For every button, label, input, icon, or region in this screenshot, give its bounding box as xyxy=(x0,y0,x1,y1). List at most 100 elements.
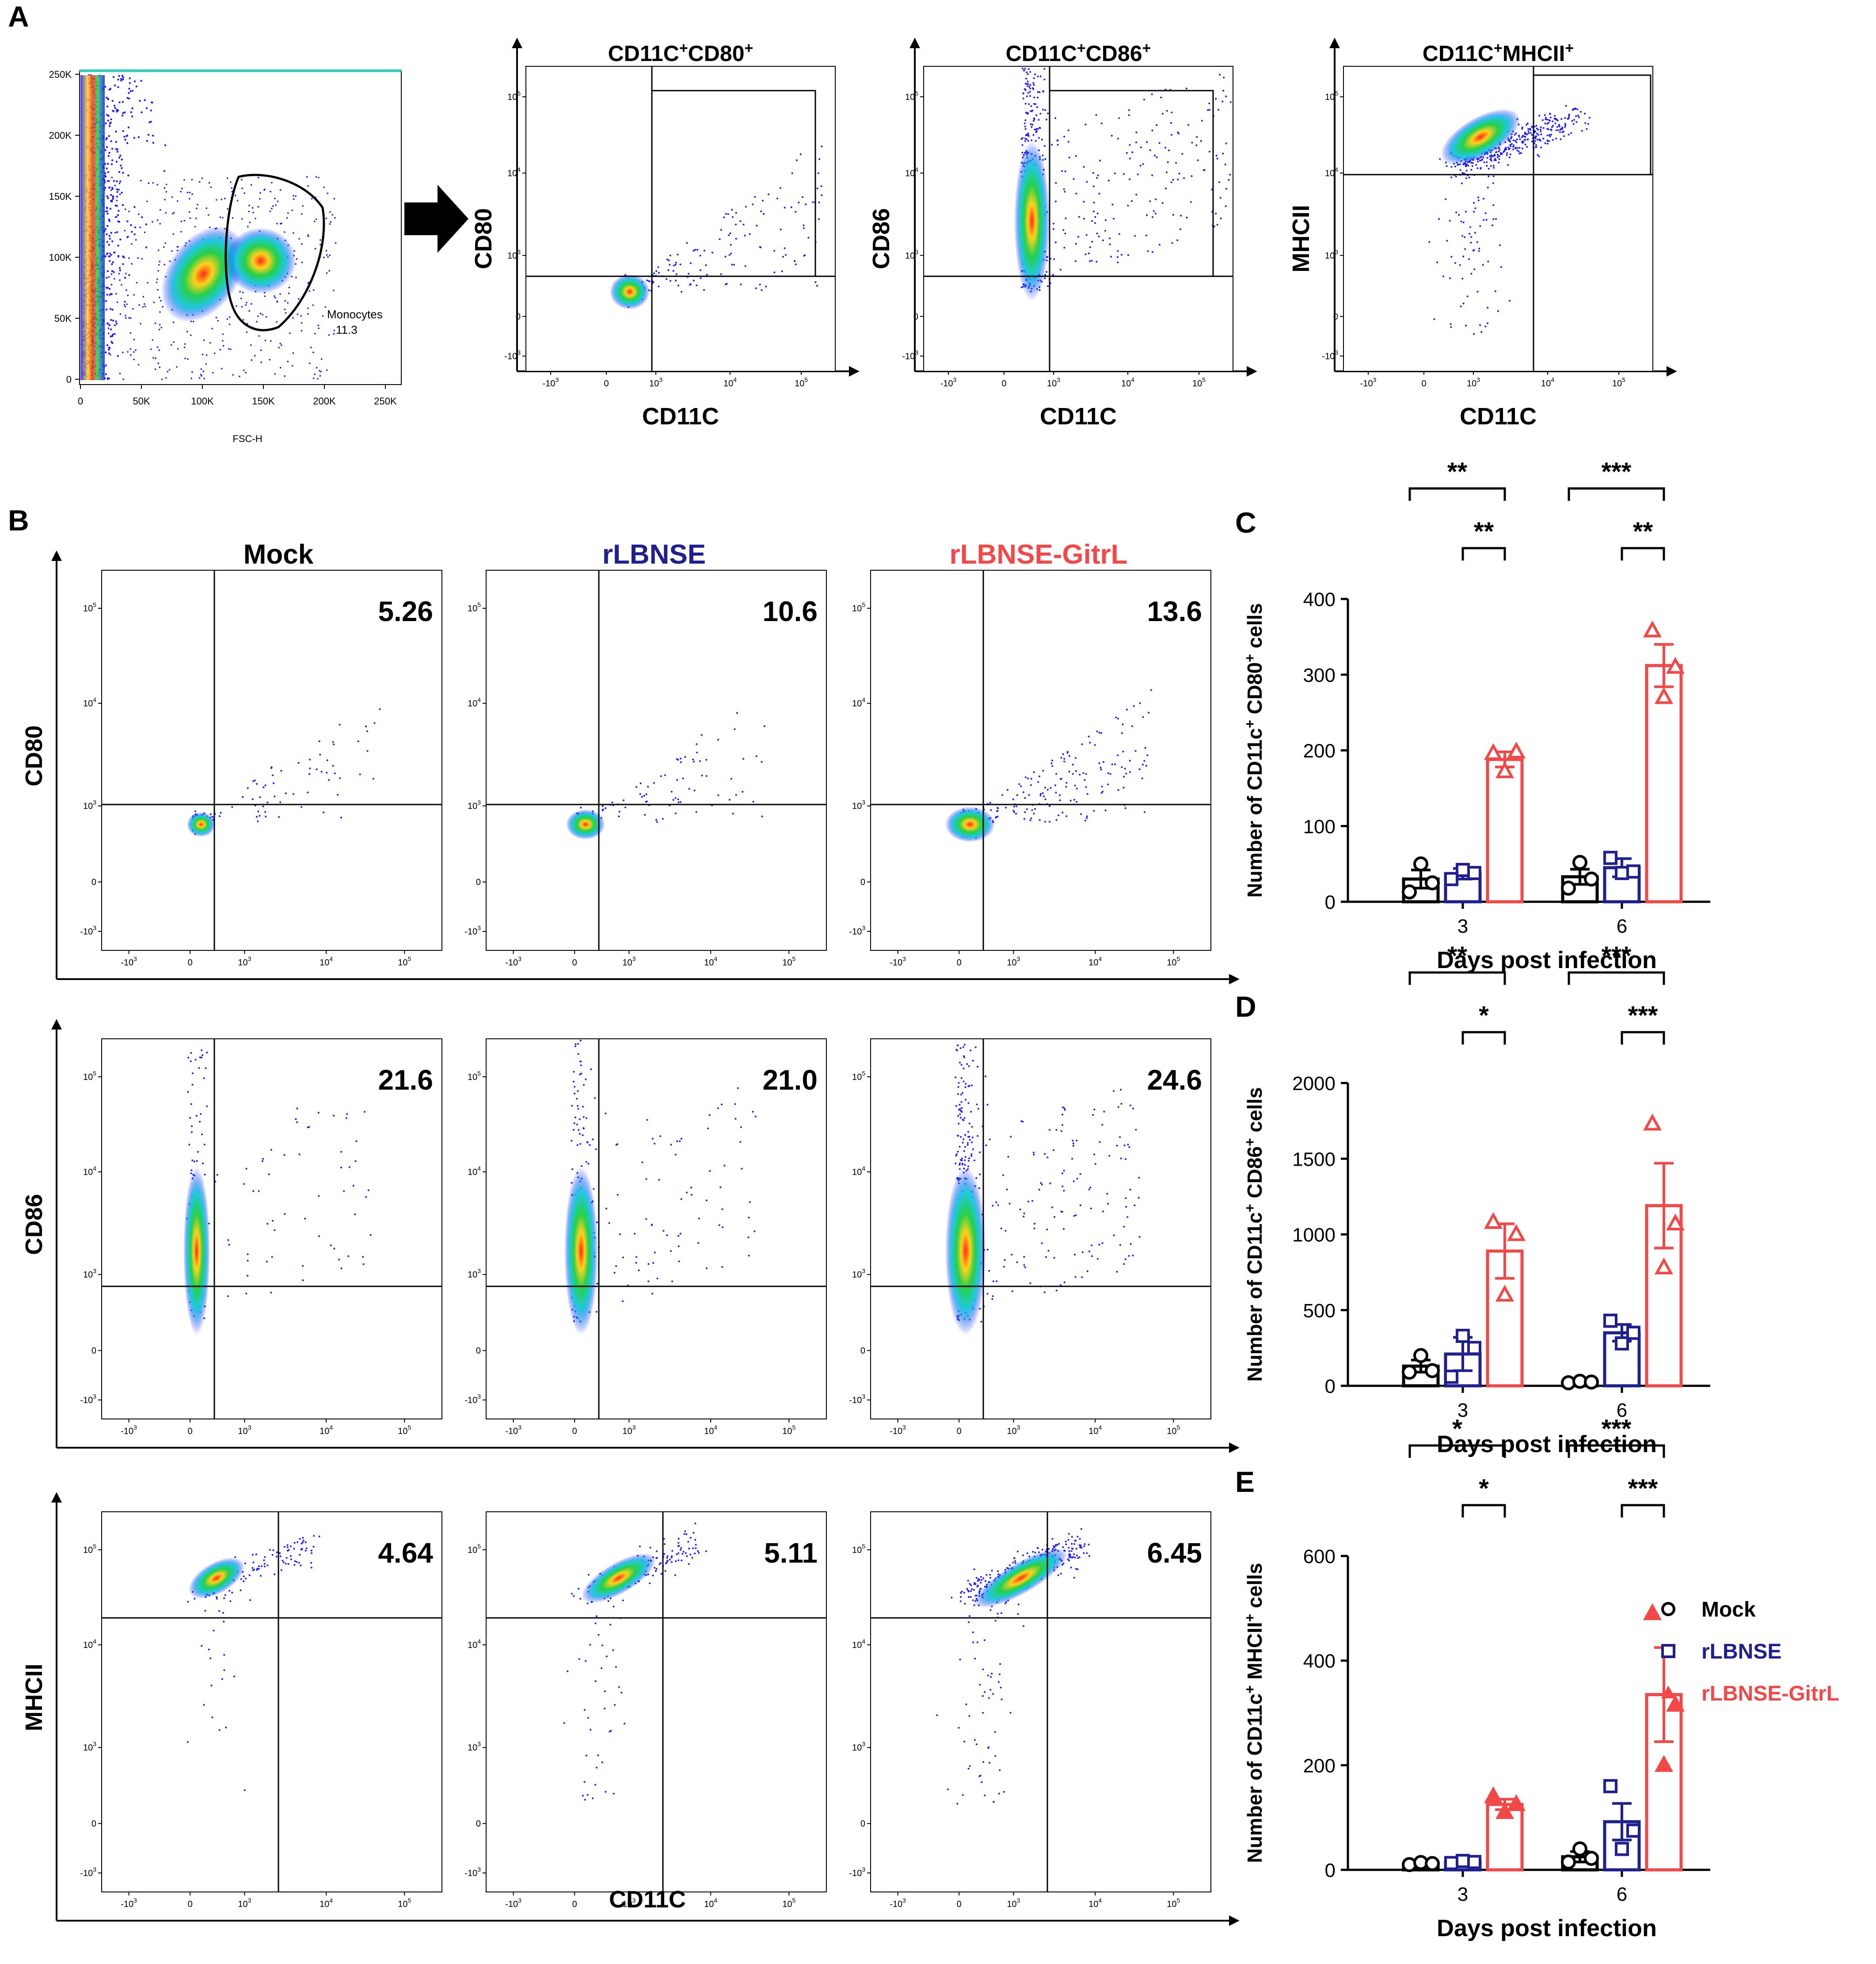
event-dot xyxy=(333,290,335,291)
event-dot xyxy=(140,80,142,82)
event-dot xyxy=(664,1570,666,1572)
x-tick-label-base: 10 xyxy=(320,1426,329,1436)
event-dot xyxy=(1028,794,1030,796)
event-dot xyxy=(227,208,228,210)
event-dot xyxy=(639,782,642,785)
event-dot xyxy=(709,1170,711,1172)
event-dot xyxy=(1123,173,1125,175)
event-dot xyxy=(333,198,335,200)
event-dot xyxy=(328,334,330,336)
x-tick-label-base: 10 xyxy=(1088,1899,1098,1909)
gating-plot-cd86: -103 0 103 104 1051051041030-103CD11C+CD86+C… xyxy=(868,38,1257,430)
event-dot xyxy=(339,777,341,779)
event-dot xyxy=(730,252,732,255)
event-dot xyxy=(107,98,109,100)
event-dot xyxy=(1507,164,1509,166)
event-dot xyxy=(254,779,256,782)
event-dot xyxy=(274,297,276,299)
event-dot xyxy=(681,1559,683,1561)
event-dot xyxy=(1492,204,1495,206)
event-dot xyxy=(582,1127,585,1129)
event-dot xyxy=(1024,126,1026,128)
event-dot xyxy=(748,1217,750,1219)
event-dot xyxy=(1498,161,1500,164)
event-dot xyxy=(124,111,126,114)
event-dot xyxy=(1534,137,1537,139)
event-dot xyxy=(249,1599,251,1601)
event-dot xyxy=(355,1140,358,1142)
event-dot xyxy=(108,352,110,355)
event-dot xyxy=(1093,210,1095,213)
event-dot xyxy=(1473,249,1475,251)
event-dot xyxy=(1187,124,1189,126)
event-dot xyxy=(1099,160,1101,162)
event-dot xyxy=(656,1550,658,1552)
event-dot xyxy=(270,340,272,342)
event-dot xyxy=(730,244,732,246)
density-hotspot xyxy=(187,812,215,837)
event-dot xyxy=(1138,1177,1140,1179)
event-dot xyxy=(676,1553,678,1556)
event-dot xyxy=(183,220,186,221)
event-dot xyxy=(1023,818,1025,820)
event-dot xyxy=(1442,275,1445,278)
gating-plot-cd80: -103 0 103 104 1051051041030-103CD11C+CD80+C… xyxy=(470,38,860,430)
x-tick-label-exp: 3 xyxy=(248,1897,251,1904)
event-dot xyxy=(1062,812,1064,814)
event-dot xyxy=(1149,149,1151,151)
event-dot xyxy=(312,351,314,354)
event-dot xyxy=(639,1545,641,1548)
event-dot xyxy=(1492,218,1495,220)
event-dot xyxy=(1119,1089,1122,1091)
event-dot xyxy=(705,775,708,777)
event-dot xyxy=(1522,141,1525,143)
event-dot xyxy=(1524,139,1526,141)
event-dot xyxy=(1554,115,1556,117)
event-dot xyxy=(1037,91,1039,93)
event-dot xyxy=(721,1208,723,1210)
event-dot xyxy=(1054,784,1057,786)
event-dot xyxy=(959,1103,961,1106)
event-dot xyxy=(1470,241,1472,244)
event-dot xyxy=(1459,169,1461,171)
event-dot xyxy=(129,82,131,84)
event-dot xyxy=(109,252,111,255)
event-dot xyxy=(1020,785,1022,787)
event-dot xyxy=(251,798,254,800)
event-dot xyxy=(1091,1244,1093,1247)
event-dot xyxy=(248,205,250,206)
event-dot xyxy=(126,303,128,305)
event-dot xyxy=(1135,194,1138,196)
x-tick-label-exp: 5 xyxy=(1202,376,1206,383)
event-dot xyxy=(647,786,649,788)
event-dot xyxy=(962,1046,964,1048)
event-dot xyxy=(1521,136,1523,138)
event-dot xyxy=(150,348,152,350)
event-dot xyxy=(612,1649,614,1651)
event-dot xyxy=(201,375,202,377)
event-dot xyxy=(141,216,143,218)
event-dot xyxy=(1514,147,1516,149)
event-dot xyxy=(204,1174,206,1176)
event-dot xyxy=(1479,324,1481,326)
y-tick-label-base: -10 xyxy=(849,927,862,937)
event-dot xyxy=(955,1105,957,1107)
event-dot xyxy=(1484,212,1487,214)
event-dot xyxy=(300,1564,302,1567)
event-dot xyxy=(1128,109,1130,111)
event-dot xyxy=(107,155,110,157)
x-tick-label: 103 xyxy=(1007,1897,1020,1909)
y-tick-label-base: -10 xyxy=(464,1869,477,1878)
event-dot xyxy=(241,179,243,181)
event-dot xyxy=(219,349,221,351)
event-dot xyxy=(297,298,300,300)
event-dot xyxy=(1499,149,1501,151)
event-dot xyxy=(1043,1291,1046,1293)
event-dot xyxy=(256,816,258,818)
event-dot xyxy=(129,90,132,92)
event-dot xyxy=(1125,1158,1127,1160)
event-dot xyxy=(575,1043,577,1045)
event-dot xyxy=(1107,783,1109,786)
event-dot xyxy=(1581,130,1583,132)
